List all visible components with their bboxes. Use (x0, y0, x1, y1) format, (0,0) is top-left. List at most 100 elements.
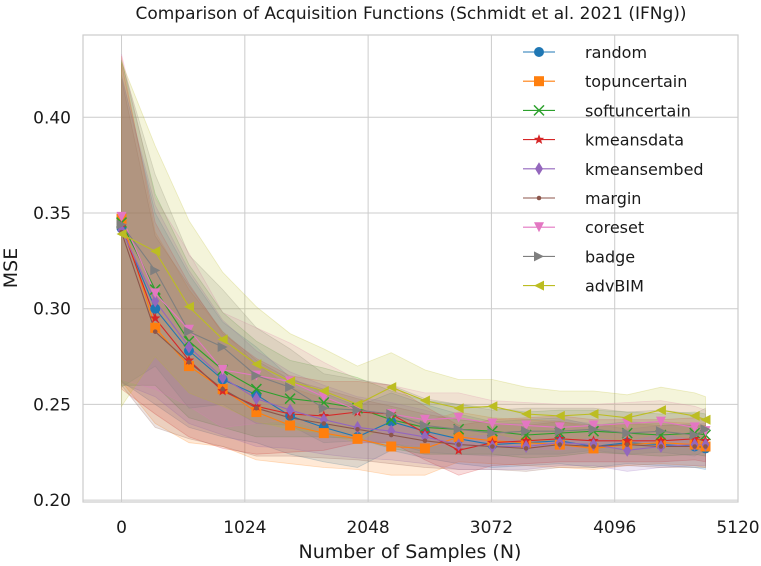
legend-marker-kmeansdata (533, 134, 545, 145)
y-tick-label: 0.25 (33, 395, 71, 415)
point-topuncertain (251, 407, 262, 418)
point-margin (703, 444, 708, 449)
point-badge (521, 426, 532, 437)
y-tick-label: 0.30 (33, 300, 71, 320)
point-margin (557, 442, 563, 447)
point-badge (655, 426, 666, 437)
point-coreset (487, 418, 498, 429)
point-topuncertain (352, 433, 363, 444)
point-softuncertain (284, 393, 296, 405)
series-markers (115, 211, 712, 457)
point-badge (689, 430, 700, 441)
point-advBIM (419, 395, 430, 406)
point-kmeansembed (623, 443, 632, 457)
y-axis-label: MSE (0, 248, 22, 288)
point-coreset (150, 288, 161, 299)
legend-label-random: random (585, 43, 647, 62)
legend-label-kmeansdata: kmeansdata (585, 131, 684, 150)
point-margin (254, 405, 259, 411)
point-topuncertain (183, 361, 194, 372)
legend-marker-random (534, 47, 544, 57)
point-random (386, 416, 397, 427)
point-topuncertain (453, 431, 464, 442)
point-advBIM (487, 401, 498, 412)
legend-label-badge: badge (585, 247, 635, 266)
point-margin (186, 359, 192, 365)
point-badge (183, 326, 194, 337)
point-advBIM (150, 246, 161, 257)
point-margin (591, 444, 596, 449)
point-coreset (453, 412, 464, 423)
point-coreset (521, 420, 532, 431)
point-topuncertain (285, 420, 296, 431)
y-axis-ticks: 0.20 0.25 0.30 0.35 0.40 (33, 108, 71, 511)
point-advBIM (588, 408, 599, 419)
legend-marker-topuncertain (534, 76, 544, 87)
point-badge (116, 219, 127, 230)
point-badge (285, 382, 296, 393)
point-badge (700, 424, 711, 435)
point-topuncertain (318, 428, 329, 439)
legend-marker-coreset (534, 222, 544, 233)
point-margin (658, 444, 664, 449)
point-badge (217, 341, 228, 352)
band-softuncertain (121, 59, 706, 459)
point-softuncertain (250, 383, 262, 395)
point-margin (220, 386, 225, 392)
point-margin (523, 446, 529, 451)
point-coreset (588, 420, 599, 431)
point-margin (152, 329, 158, 334)
point-advBIM (352, 399, 363, 410)
legend-marker-softuncertain (533, 104, 545, 116)
x-axis-ticks: 0 1024 2048 3072 4096 5120 (116, 518, 760, 538)
legend-label-coreset: coreset (585, 218, 644, 237)
point-advBIM (116, 229, 127, 240)
band-kmeansdata (121, 63, 706, 476)
legend-marker-kmeansembed (535, 162, 543, 176)
legend-label-advBIM: advBIM (585, 277, 644, 296)
x-tick-label: 1024 (223, 518, 266, 538)
point-coreset (217, 364, 228, 375)
legend-marker-margin (536, 195, 542, 201)
point-badge (150, 265, 161, 276)
point-topuncertain (150, 322, 161, 333)
legend-marker-badge (534, 251, 544, 262)
point-coreset (116, 211, 127, 222)
point-margin (692, 444, 697, 449)
legend: random topuncertain softuncertain kmeansdat… (523, 43, 704, 296)
point-kmeansembed (151, 294, 160, 308)
point-topuncertain (419, 443, 430, 454)
point-coreset (655, 416, 666, 427)
point-margin (456, 442, 461, 447)
legend-label-softuncertain: softuncertain (585, 101, 691, 120)
point-kmeansembed (218, 371, 227, 385)
y-tick-label: 0.20 (33, 491, 71, 511)
point-margin (388, 432, 394, 438)
point-margin (422, 438, 428, 444)
point-kmeansdata (150, 312, 161, 323)
x-tick-label: 0 (116, 518, 127, 538)
point-kmeansdata (183, 354, 195, 365)
point-topuncertain (386, 441, 397, 452)
point-margin (321, 421, 327, 426)
point-badge (453, 424, 464, 435)
band-kmeansembed (121, 76, 706, 472)
point-kmeansembed (252, 392, 261, 406)
point-coreset (554, 422, 565, 433)
legend-label-margin: margin (585, 189, 641, 208)
point-margin (287, 415, 293, 421)
point-advBIM (554, 410, 565, 421)
point-margin (355, 426, 360, 432)
point-kmeansembed (184, 340, 193, 354)
point-badge (352, 405, 363, 416)
point-advBIM (183, 301, 194, 312)
x-axis-label: Number of Samples (N) (299, 541, 522, 563)
point-advBIM (251, 359, 262, 370)
point-random (150, 303, 161, 314)
point-badge (554, 426, 565, 437)
chart-title: Comparison of Acquisition Functions (Sch… (135, 4, 686, 24)
legend-label-kmeansembed: kmeansembed (585, 160, 704, 179)
point-margin (490, 444, 495, 449)
point-badge (588, 424, 599, 435)
